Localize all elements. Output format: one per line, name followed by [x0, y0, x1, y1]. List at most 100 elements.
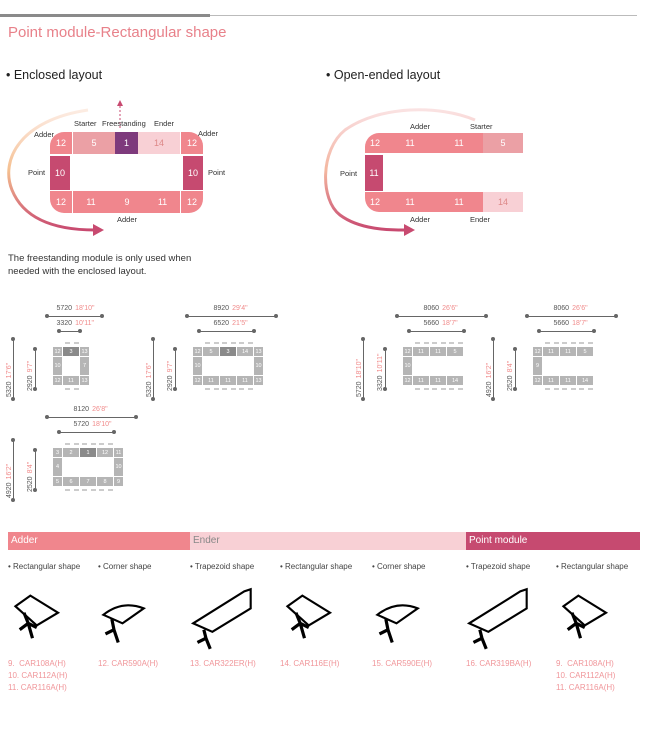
dim-inner-height: 2520 8'4" — [507, 361, 514, 391]
dim-line — [45, 415, 138, 419]
chair-icon — [449, 342, 454, 344]
module-adder-corner: 12 — [50, 191, 72, 213]
module-block: 10 — [193, 357, 202, 375]
module-block: 10 — [254, 357, 263, 375]
dim-inner-width: 5660 18'7" — [554, 320, 588, 327]
dim-line — [361, 337, 365, 401]
chair-icon — [423, 342, 429, 344]
module-block: 5 — [577, 347, 593, 356]
chair-icon — [90, 489, 96, 491]
chair-icon — [570, 388, 576, 390]
dim-outer-width: 8120 26'8" — [74, 406, 108, 413]
label-ender: Ender — [470, 215, 491, 224]
module-block: 13 — [80, 376, 89, 385]
chair-icon — [222, 342, 227, 344]
chair-icon — [457, 342, 463, 344]
shape-label: • Corner shape — [372, 562, 426, 571]
dim-line — [45, 314, 104, 318]
module-block: 3 — [63, 347, 79, 356]
module-block: 4 — [53, 458, 62, 476]
module-adder: 11 — [385, 133, 435, 153]
dim-imperial: 26'6" — [442, 305, 458, 312]
dim-line — [197, 329, 256, 333]
product-code: 16. CAR319BA(H) — [466, 659, 532, 668]
trapezoid-table-icon — [188, 585, 258, 651]
label-point: Point — [208, 168, 226, 177]
chair-icon — [247, 388, 253, 390]
chair-icon — [82, 443, 87, 445]
chair-icon — [553, 342, 559, 344]
chair-icon — [440, 388, 446, 390]
shape-label: • Corner shape — [98, 562, 152, 571]
module-block: 1 — [80, 448, 96, 457]
dim-line — [33, 448, 37, 492]
enclosed-diagram: 12 5 1 14 12 10 10 12 11 9 11 12 Starter… — [0, 100, 240, 240]
chair-icon — [579, 388, 584, 390]
label-point: Point — [28, 168, 46, 177]
layout-diagram: 8920 29'4" 6520 21'5" 532017'6" 29209'7" 12 5 3 1… — [145, 305, 285, 405]
chair-icon — [222, 388, 227, 390]
module-block: 11 — [203, 376, 219, 385]
dim-line — [537, 329, 596, 333]
chair-icon — [432, 342, 437, 344]
open-heading: • Open-ended layout — [326, 68, 441, 82]
category-point-module: Point module — [466, 532, 640, 550]
module-adder: 11 — [435, 133, 483, 153]
header-rule-thin — [210, 15, 637, 16]
dim-line — [57, 329, 82, 333]
module-block: 5 — [203, 347, 219, 356]
chair-icon — [99, 489, 104, 491]
dim-metric: 5720 — [56, 305, 73, 312]
dim-imperial: 16'2" — [486, 362, 493, 379]
product-code: 9. CAR108A(H) 10. CAR112A(H) 11. CAR116A… — [556, 659, 616, 692]
dim-metric: 2920 — [167, 375, 174, 391]
module-block: 12 — [53, 347, 62, 356]
chair-icon — [99, 443, 104, 445]
chair-icon — [562, 388, 567, 390]
dim-imperial: 17'6" — [146, 362, 153, 379]
chair-icon — [432, 388, 437, 390]
chair-icon — [230, 342, 236, 344]
chair-icon — [213, 342, 219, 344]
dim-metric: 5320 — [146, 381, 153, 397]
dim-line — [525, 314, 618, 318]
dim-line — [491, 337, 495, 401]
module-block: 7 — [80, 477, 96, 486]
shape-label: • Rectangular shape — [556, 562, 629, 571]
chair-icon — [440, 342, 446, 344]
dim-metric: 8060 — [423, 305, 440, 312]
page-title: Point module-Rectangular shape — [8, 24, 227, 41]
label-adder: Adder — [34, 130, 55, 139]
dim-metric: 8920 — [213, 305, 230, 312]
dim-metric: 5320 — [6, 381, 13, 397]
chair-icon — [73, 489, 79, 491]
category-adder: Adder — [8, 532, 190, 550]
chair-icon — [423, 388, 429, 390]
dim-outer-width: 8920 29'4" — [214, 305, 248, 312]
dim-imperial: 26'8" — [92, 406, 108, 413]
dim-inner-width: 3320 10'11" — [57, 320, 94, 327]
chair-icon — [415, 342, 420, 344]
category-ender: Ender — [190, 532, 466, 550]
label-starter: Starter — [74, 119, 97, 128]
label-ender: Ender — [154, 119, 175, 128]
module-adder: 11 — [385, 192, 435, 212]
dim-imperial: 17'6" — [6, 362, 13, 379]
dim-imperial: 18'10" — [356, 359, 363, 379]
module-adder: 11 — [435, 192, 483, 212]
module-adder: 11 — [145, 191, 180, 213]
chair-icon — [579, 342, 584, 344]
dim-imperial: 9'7" — [27, 360, 34, 373]
rotation-arrow-icon — [324, 108, 476, 236]
module-block: 11 — [237, 376, 253, 385]
module-starter: 5 — [483, 133, 523, 153]
dim-metric: 8060 — [553, 305, 570, 312]
dim-inner-width: 5660 18'7" — [424, 320, 458, 327]
chair-icon — [205, 388, 210, 390]
module-point: 11 — [365, 155, 383, 191]
chair-icon — [65, 342, 70, 344]
dim-metric: 6520 — [213, 320, 230, 327]
dim-line — [11, 438, 15, 502]
chair-icon — [545, 388, 550, 390]
dim-outer-height: 5720 18'10" — [356, 359, 363, 397]
